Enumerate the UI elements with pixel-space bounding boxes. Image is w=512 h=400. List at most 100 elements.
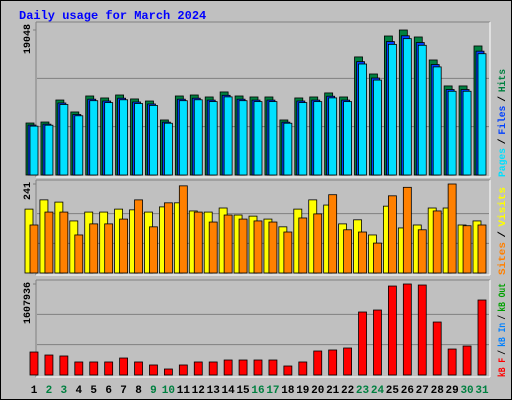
bar	[178, 185, 188, 274]
x-tick-label: 30	[460, 385, 473, 397]
bar	[44, 124, 54, 176]
x-tick-label: 29	[446, 385, 459, 397]
bar	[89, 100, 99, 176]
bar	[208, 221, 218, 274]
x-tick-label: 21	[326, 385, 340, 397]
x-tick-label: 10	[162, 385, 175, 397]
legend-entry: Sites	[497, 242, 509, 275]
bar	[104, 223, 114, 274]
bar	[134, 103, 143, 176]
bar	[268, 101, 278, 176]
bar	[104, 102, 114, 176]
bar	[477, 53, 487, 176]
bar	[193, 99, 203, 176]
bar	[402, 38, 412, 176]
bar	[29, 224, 39, 274]
legend: Pages / Files / Hits	[497, 69, 509, 177]
bar	[373, 242, 382, 274]
bar	[74, 234, 84, 274]
bar	[253, 220, 263, 274]
x-tick-label: 2	[46, 385, 53, 397]
bar	[387, 195, 397, 274]
bar	[432, 210, 442, 274]
bar	[343, 229, 353, 274]
bar	[223, 214, 233, 274]
chart-title: Daily usage for March 2024	[19, 9, 206, 23]
bar	[163, 368, 173, 376]
x-tick-label: 22	[341, 385, 354, 397]
legend-separator: /	[497, 96, 509, 102]
bar	[358, 311, 367, 376]
x-tick-label: 7	[120, 385, 127, 397]
x-tick-label: 1	[31, 385, 38, 397]
bar	[134, 361, 143, 376]
legend-entry: kB Out	[497, 283, 509, 312]
bar	[89, 223, 99, 274]
bar	[387, 43, 397, 176]
bar	[298, 361, 308, 376]
bar	[417, 229, 427, 274]
x-tick-label: 9	[150, 385, 157, 397]
bar	[74, 115, 84, 176]
bar	[268, 359, 278, 376]
bar	[193, 361, 203, 376]
x-tick-label: 15	[236, 385, 250, 397]
bar	[104, 361, 114, 376]
bar	[238, 100, 248, 176]
bar	[477, 299, 487, 376]
bar	[313, 350, 323, 376]
legend-entry: kB In	[497, 323, 509, 347]
bar	[178, 364, 188, 376]
bar	[402, 283, 412, 376]
bar	[223, 359, 233, 376]
bar	[358, 63, 367, 176]
legend-separator: /	[497, 350, 509, 355]
bar	[343, 347, 353, 376]
bar	[328, 194, 338, 274]
legend-separator: /	[497, 231, 509, 238]
bar	[402, 186, 412, 274]
bar	[223, 96, 233, 176]
bar	[178, 100, 188, 176]
bar	[238, 218, 248, 274]
x-tick-label: 4	[75, 385, 82, 397]
bar	[417, 44, 427, 176]
panel	[36, 280, 490, 377]
x-tick-label: 11	[177, 385, 191, 397]
bar	[447, 183, 457, 274]
x-tick-label: 16	[251, 385, 264, 397]
x-tick-label: 3	[61, 385, 68, 397]
legend-entry: Files	[497, 106, 509, 135]
legend-entry: Pages	[498, 148, 509, 177]
bar	[44, 354, 54, 376]
bar	[298, 217, 308, 274]
bar	[59, 211, 69, 274]
bar	[149, 364, 158, 376]
bar	[253, 101, 263, 176]
bar	[119, 99, 128, 176]
x-tick-label: 17	[266, 385, 279, 397]
x-tick-label: 26	[401, 385, 414, 397]
bar	[462, 225, 472, 274]
x-tick-label: 19	[296, 385, 309, 397]
bar	[59, 355, 69, 376]
bar	[193, 211, 203, 274]
bar	[447, 90, 457, 176]
bar	[298, 102, 308, 176]
x-tick-label: 5	[90, 385, 97, 397]
x-tick-label: 31	[475, 385, 489, 397]
bar	[238, 359, 248, 376]
x-tick-label: 20	[311, 385, 324, 397]
bar	[119, 357, 128, 376]
bar	[59, 104, 69, 176]
bar	[134, 199, 143, 274]
bar	[477, 224, 487, 274]
x-tick-label: 13	[207, 385, 221, 397]
bar	[29, 125, 39, 176]
bar	[74, 361, 84, 376]
bar	[417, 284, 427, 376]
bar	[149, 105, 158, 176]
bar	[313, 213, 323, 274]
legend-entry: kB F	[497, 358, 509, 377]
